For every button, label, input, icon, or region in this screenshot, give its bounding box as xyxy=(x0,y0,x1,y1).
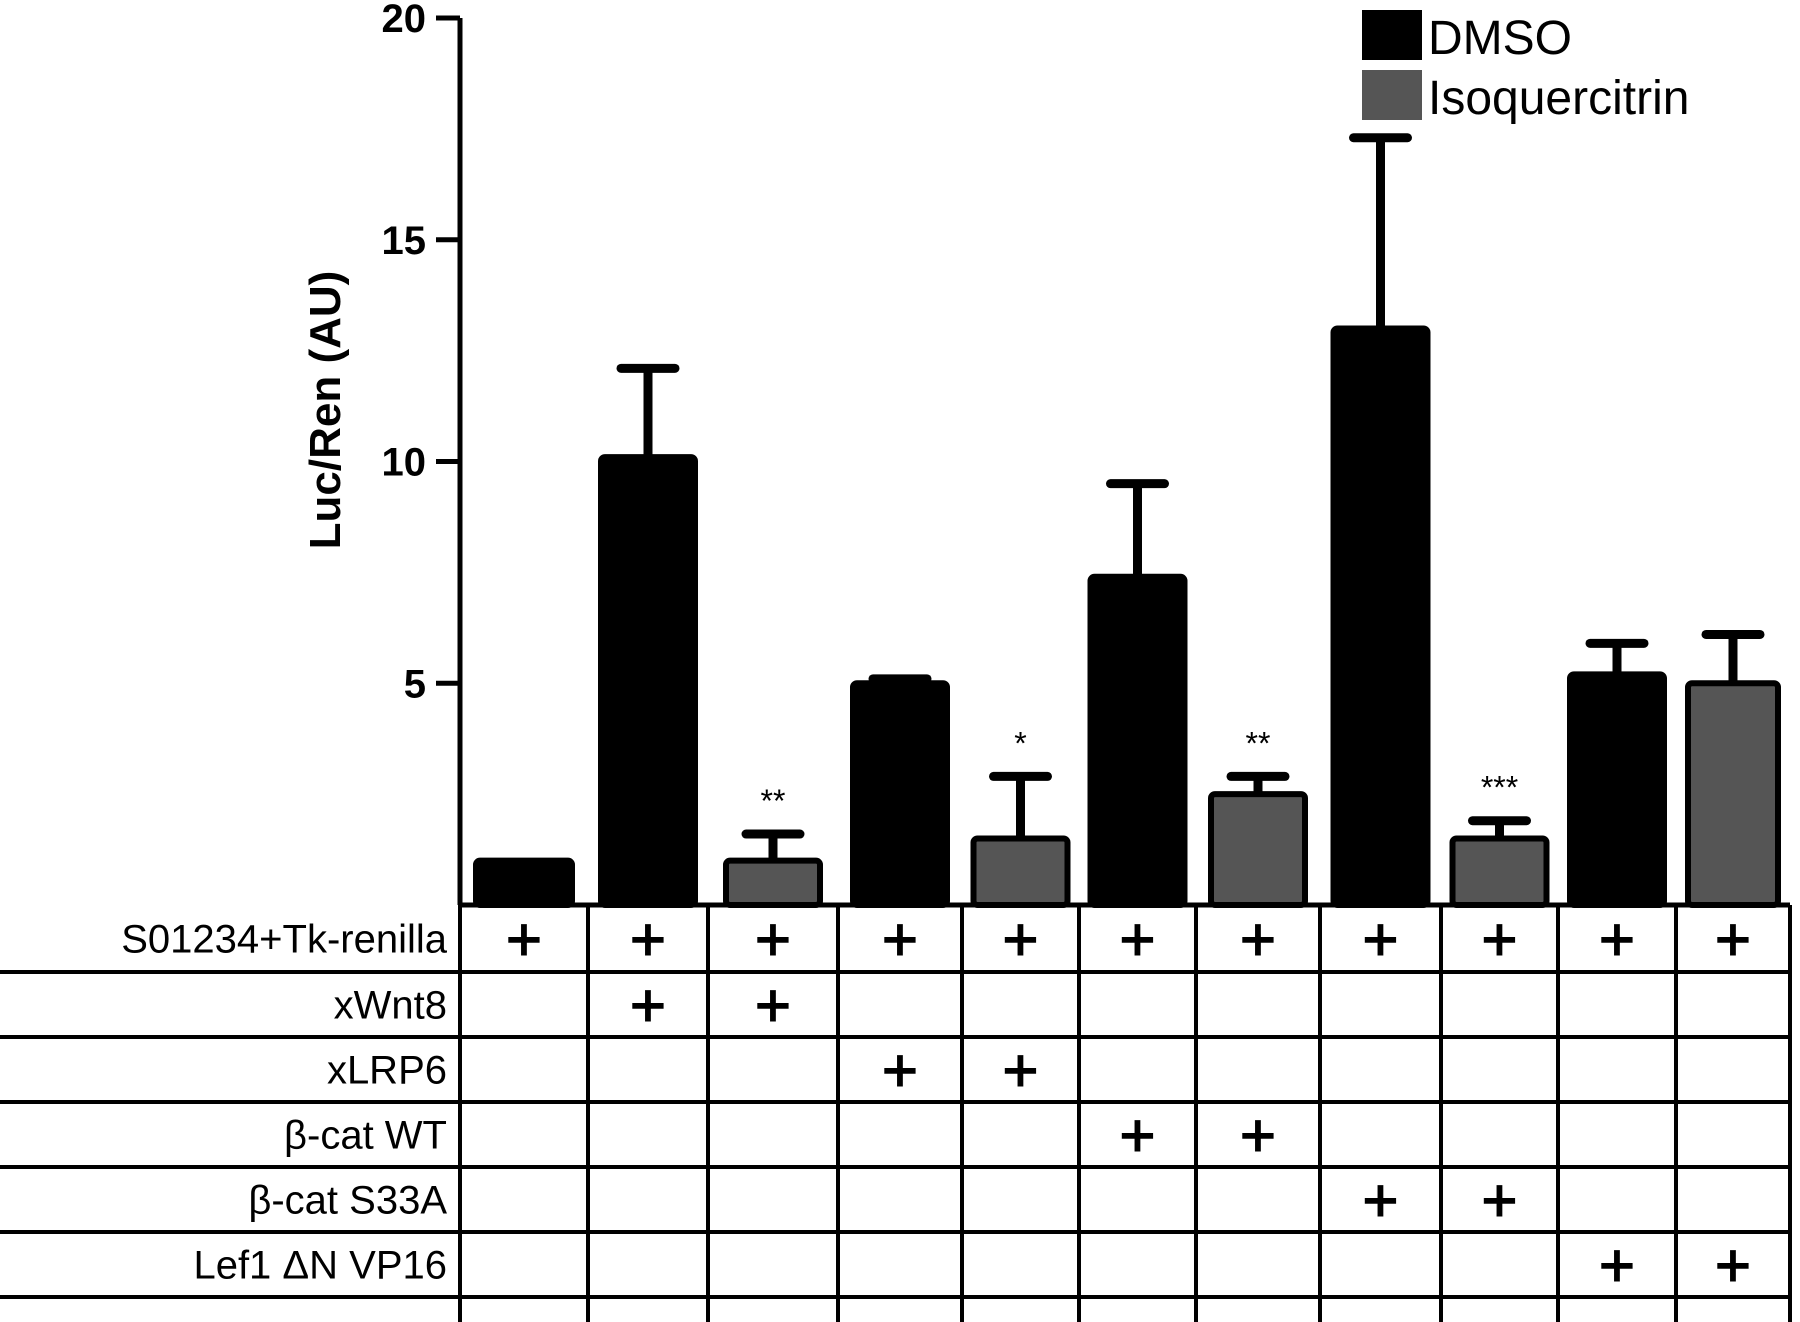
y-axis-title: Luc/Ren (AU) xyxy=(301,271,350,550)
legend-label: Isoquercitrin xyxy=(1428,72,1689,125)
bar xyxy=(1208,791,1308,908)
condition-present-marker: + xyxy=(1712,1236,1754,1294)
condition-present-marker: + xyxy=(879,910,921,968)
condition-present-marker: + xyxy=(1712,910,1754,968)
significance-label: ** xyxy=(1246,725,1271,761)
condition-label: Lef1 ΔN VP16 xyxy=(193,1244,447,1288)
condition-present-marker: + xyxy=(1360,910,1402,968)
y-tick-label: 5 xyxy=(404,662,426,706)
bar xyxy=(970,835,1071,908)
condition-label: xLRP6 xyxy=(327,1049,447,1093)
condition-present-marker: + xyxy=(1596,1236,1638,1294)
y-tick-label: 15 xyxy=(382,219,427,263)
condition-present-marker: + xyxy=(752,976,794,1034)
bar xyxy=(598,454,698,908)
condition-present-marker: + xyxy=(1000,910,1042,968)
condition-present-marker: + xyxy=(1360,1171,1402,1229)
condition-present-marker: + xyxy=(627,976,669,1034)
bar xyxy=(723,857,823,909)
legend-label: DMSO xyxy=(1428,12,1572,65)
legend: DMSO Isoquercitrin xyxy=(1362,10,1689,125)
bar xyxy=(1567,671,1667,908)
condition-present-marker: + xyxy=(752,910,794,968)
legend-swatch xyxy=(1362,70,1422,120)
bar xyxy=(850,680,950,908)
bar xyxy=(1449,835,1550,908)
condition-present-marker: + xyxy=(503,910,545,968)
legend-swatch xyxy=(1362,10,1422,60)
y-tick-label: 20 xyxy=(382,0,427,41)
bar xyxy=(1087,573,1188,908)
condition-present-marker: + xyxy=(627,910,669,968)
condition-label: xWnt8 xyxy=(334,984,447,1028)
condition-present-marker: + xyxy=(1479,1171,1521,1229)
y-axis: 5 10 15 20 Luc/Ren (AU) xyxy=(301,0,1790,908)
bars: *** ***** xyxy=(473,133,1781,909)
condition-label: β-cat WT xyxy=(284,1114,447,1158)
bar xyxy=(1685,680,1781,908)
condition-present-marker: + xyxy=(1117,910,1159,968)
condition-present-marker: + xyxy=(879,1041,921,1099)
significance-label: * xyxy=(1014,725,1026,761)
significance-label: ** xyxy=(761,783,786,819)
condition-label: β-cat S33A xyxy=(248,1179,447,1223)
condition-present-marker: + xyxy=(1596,910,1638,968)
y-tick-label: 10 xyxy=(382,441,427,485)
bar xyxy=(1330,325,1431,908)
condition-label: S01234+Tk-renilla xyxy=(121,918,447,962)
condition-present-marker: + xyxy=(1479,910,1521,968)
condition-present-marker: + xyxy=(1237,910,1279,968)
condition-present-marker: + xyxy=(1117,1106,1159,1164)
bar xyxy=(473,857,575,909)
condition-present-marker: + xyxy=(1000,1041,1042,1099)
condition-present-marker: + xyxy=(1237,1106,1279,1164)
significance-label: *** xyxy=(1481,770,1518,806)
condition-table: S01234+Tk-renilla + + + + + + + + + + + xWnt8 + + xLRP6… xyxy=(0,905,1792,1322)
